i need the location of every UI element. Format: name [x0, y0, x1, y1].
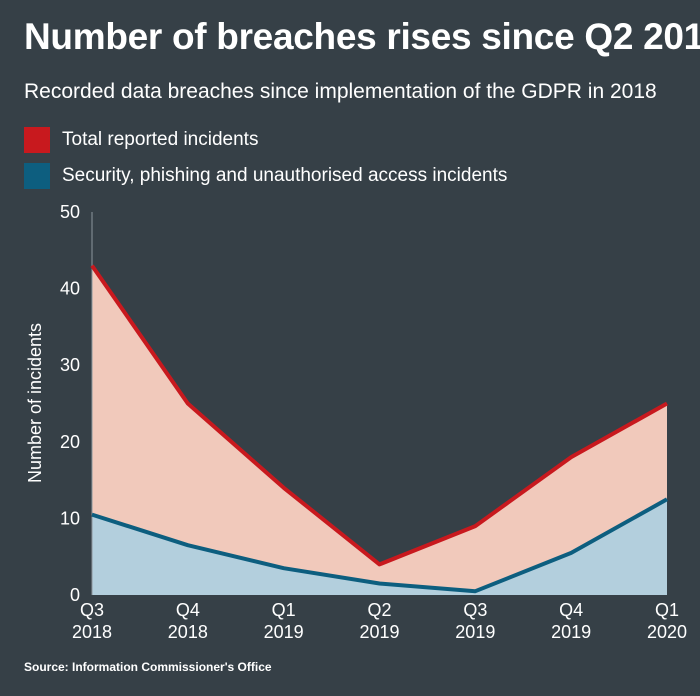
x-tick-label: Q4 2018	[168, 600, 208, 642]
x-tick-label: Q1 2020	[647, 600, 687, 642]
chart-subtitle: Recorded data breaches since implementat…	[24, 80, 657, 103]
y-tick-label: 20	[60, 432, 80, 452]
y-tick-label: 0	[70, 585, 80, 605]
source-note: Source: Information Commissioner's Offic…	[24, 660, 272, 674]
legend: Total reported incidents Security, phish…	[24, 122, 507, 194]
legend-item-security: Security, phishing and unauthorised acce…	[24, 158, 507, 194]
chart-title: Number of breaches rises since Q2 2019	[24, 16, 700, 57]
y-tick-label: 10	[60, 508, 80, 528]
x-tick-label: Q3 2019	[455, 600, 495, 642]
legend-swatch-security	[24, 163, 50, 189]
x-tick-label: Q4 2019	[551, 600, 591, 642]
area-security	[92, 499, 667, 595]
y-axis-label: Number of incidents	[25, 323, 45, 483]
legend-label-total: Total reported incidents	[62, 129, 259, 150]
y-tick-label: 30	[60, 355, 80, 375]
x-tick-label: Q3 2018	[72, 600, 112, 642]
legend-swatch-total	[24, 127, 50, 153]
y-tick-label: 40	[60, 279, 80, 299]
area-total	[92, 265, 667, 595]
y-tick-label: 50	[60, 202, 80, 222]
legend-label-security: Security, phishing and unauthorised acce…	[62, 165, 508, 186]
x-tick-label: Q2 2019	[359, 600, 399, 642]
x-tick-label: Q1 2019	[264, 600, 304, 642]
legend-item-total: Total reported incidents	[24, 122, 507, 158]
